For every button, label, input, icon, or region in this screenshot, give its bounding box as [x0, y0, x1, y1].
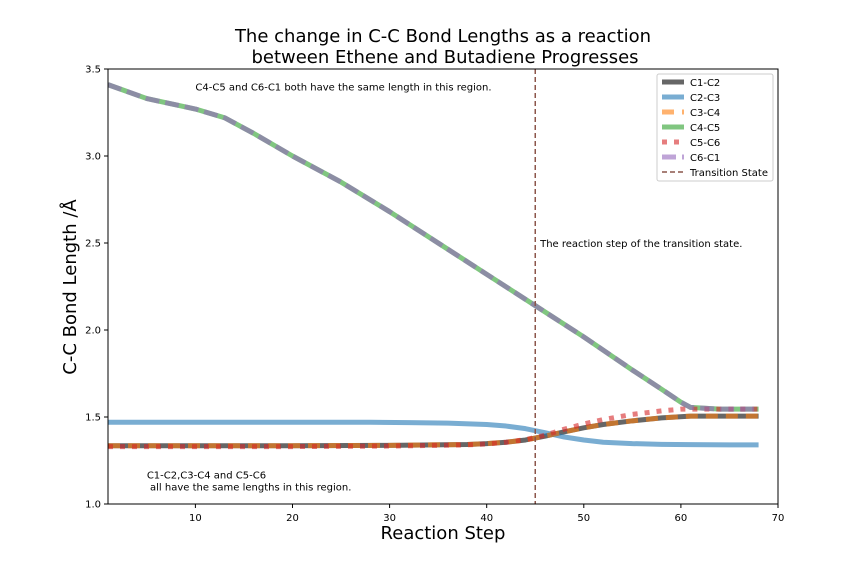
series-line-c2-c3: [108, 419, 759, 448]
y-tick-label: 2.0: [85, 326, 101, 337]
legend-label: C2-C3: [690, 93, 720, 104]
series-line-c5-c6: [108, 406, 759, 450]
x-axis-label: Reaction Step: [381, 523, 506, 544]
legend-label: Transition State: [689, 168, 768, 179]
x-tick-label: 40: [480, 513, 493, 524]
legend-label: C1-C2: [690, 78, 720, 89]
legend-label: C3-C4: [690, 108, 720, 119]
legend-label: C6-C1: [690, 153, 720, 164]
annotation: The reaction step of the transition stat…: [539, 239, 742, 250]
y-tick-label: 2.5: [85, 239, 101, 250]
annotation: C1-C2,C3-C4 and C5-C6: [147, 470, 266, 481]
chart-title-line2: between Ethene and Butadiene Progresses: [251, 47, 638, 68]
x-tick-label: 70: [772, 513, 785, 524]
y-tick-label: 1.5: [85, 413, 101, 424]
chart-title-line1: The change in C-C Bond Lengths as a reac…: [234, 26, 651, 47]
y-axis-label: C-C Bond Length /Å: [59, 199, 81, 375]
series-line-c3-c4: [108, 413, 759, 449]
annotation: all have the same lengths in this region…: [147, 483, 352, 494]
y-tick-label: 3.0: [85, 152, 101, 163]
x-tick-label: 20: [286, 513, 299, 524]
legend: C1-C2 C2-C3 C3-C4 C4-C5 C5-C6 C6-C1 Transition…: [656, 73, 774, 182]
annotation: C4-C5 and C6-C1 both have the same lengt…: [195, 82, 491, 93]
legend-label: C5-C6: [690, 138, 720, 149]
x-tick-label: 30: [383, 513, 396, 524]
x-tick-label: 50: [577, 513, 590, 524]
plot-frame: [107, 68, 779, 505]
y-tick-label: 3.5: [85, 65, 101, 76]
y-tick-label: 1.0: [85, 500, 101, 511]
series-line-c6-c1: [108, 82, 759, 412]
legend-label: C4-C5: [690, 123, 720, 134]
x-tick-label: 10: [189, 513, 202, 524]
x-tick-label: 60: [675, 513, 688, 524]
legend-box: [656, 73, 774, 182]
